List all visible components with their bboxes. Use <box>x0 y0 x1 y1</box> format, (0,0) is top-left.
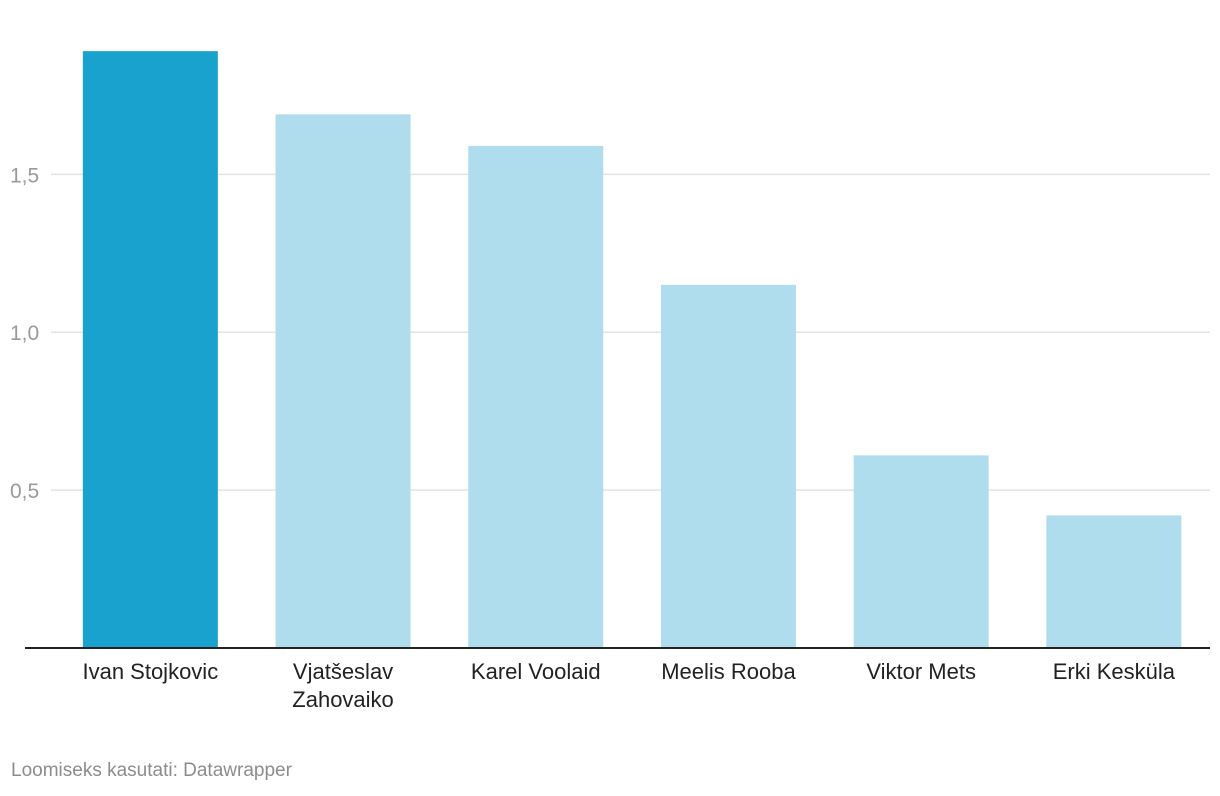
x-tick-label: Viktor Mets <box>866 659 976 684</box>
bar <box>275 114 411 648</box>
x-tick-label: Erki Kesküla <box>1053 659 1176 684</box>
y-tick-label: 1,0 <box>10 322 39 345</box>
x-tick-label-line: Viktor Mets <box>866 659 976 684</box>
x-tick-label: Ivan Stojkovic <box>82 659 218 684</box>
x-tick-label: Karel Voolaid <box>471 659 601 684</box>
bars <box>82 51 1182 649</box>
bar <box>468 145 604 649</box>
x-tick-label-line: Meelis Rooba <box>661 659 796 684</box>
x-tick-label-line: Zahovaiko <box>292 687 394 712</box>
y-tick-label: 1,5 <box>10 164 39 187</box>
x-tick-label: Vjatšeslav Zahovaiko <box>292 659 394 712</box>
x-tick-label: Meelis Rooba <box>661 659 796 684</box>
gridlines: 0,5 1,0 1,5 <box>10 164 1210 503</box>
x-tick-label-line: Erki Kesküla <box>1053 659 1176 684</box>
y-tick-label: 0,5 <box>10 480 39 503</box>
category-labels: Ivan Stojkovic Vjatšeslav Zahovaiko Karel V… <box>82 659 1175 712</box>
bar <box>853 455 989 648</box>
bar <box>660 284 796 648</box>
credit-text: Loomiseks kasutati: Datawrapper <box>11 760 292 781</box>
x-tick-label-line: Ivan Stojkovic <box>82 659 218 684</box>
x-tick-label-line: Vjatšeslav <box>293 659 393 684</box>
bar <box>1046 515 1182 648</box>
x-tick-label-line: Karel Voolaid <box>471 659 601 684</box>
bar <box>82 51 218 648</box>
